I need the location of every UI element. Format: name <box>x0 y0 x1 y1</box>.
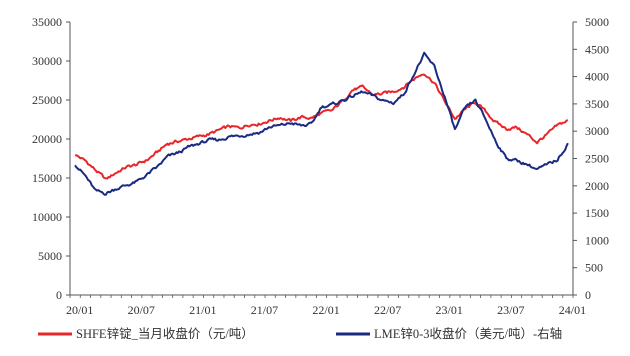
right-y-tick-label: 0 <box>585 288 591 302</box>
left-y-tick-label: 15000 <box>32 171 62 185</box>
left-y-tick-label: 5000 <box>38 249 62 263</box>
x-tick-label: 23/07 <box>497 303 524 317</box>
x-tick-label: 20/01 <box>66 303 93 317</box>
axes-layer: 0 5000 10000 15000 20000 25000 30000 35000 0 500 1… <box>32 15 609 317</box>
series-layer <box>74 51 569 196</box>
right-y-tick-label: 500 <box>585 261 603 275</box>
series-line-2 <box>74 51 569 196</box>
left-y-tick-label: 0 <box>56 288 62 302</box>
right-y-tick-label: 4500 <box>585 42 609 56</box>
right-y-tick-label: 4000 <box>585 70 609 84</box>
left-y-tick-label: 30000 <box>32 54 62 68</box>
left-y-tick-label: 35000 <box>32 15 62 29</box>
right-y-tick-label: 2000 <box>585 179 609 193</box>
right-y-tick-label: 3500 <box>585 97 609 111</box>
left-y-tick-label: 10000 <box>32 210 62 224</box>
right-y-tick-label: 2500 <box>585 152 609 166</box>
x-tick-label: 22/07 <box>374 303 401 317</box>
right-y-tick-label: 3000 <box>585 124 609 138</box>
legend-label-1: SHFE锌锭_当月收盘价（元/吨） <box>76 326 254 341</box>
x-tick-label: 22/01 <box>312 303 339 317</box>
x-tick-label: 21/07 <box>251 303 278 317</box>
x-tick-label: 23/01 <box>436 303 463 317</box>
legend-label-2: LME锌0-3收盘价（美元/吨）-右轴 <box>374 326 562 341</box>
x-tick-label: 20/07 <box>128 303 155 317</box>
x-tick-label: 21/01 <box>189 303 216 317</box>
right-y-tick-label: 1000 <box>585 233 609 247</box>
left-y-tick-label: 20000 <box>32 132 62 146</box>
series-line-1 <box>74 73 569 180</box>
right-y-tick-label: 1500 <box>585 206 609 220</box>
right-y-tick-label: 5000 <box>585 15 609 29</box>
left-y-tick-label: 25000 <box>32 93 62 107</box>
x-tick-label: 24/01 <box>559 303 586 317</box>
legend: SHFE锌锭_当月收盘价（元/吨） LME锌0-3收盘价（美元/吨）-右轴 <box>38 326 562 341</box>
